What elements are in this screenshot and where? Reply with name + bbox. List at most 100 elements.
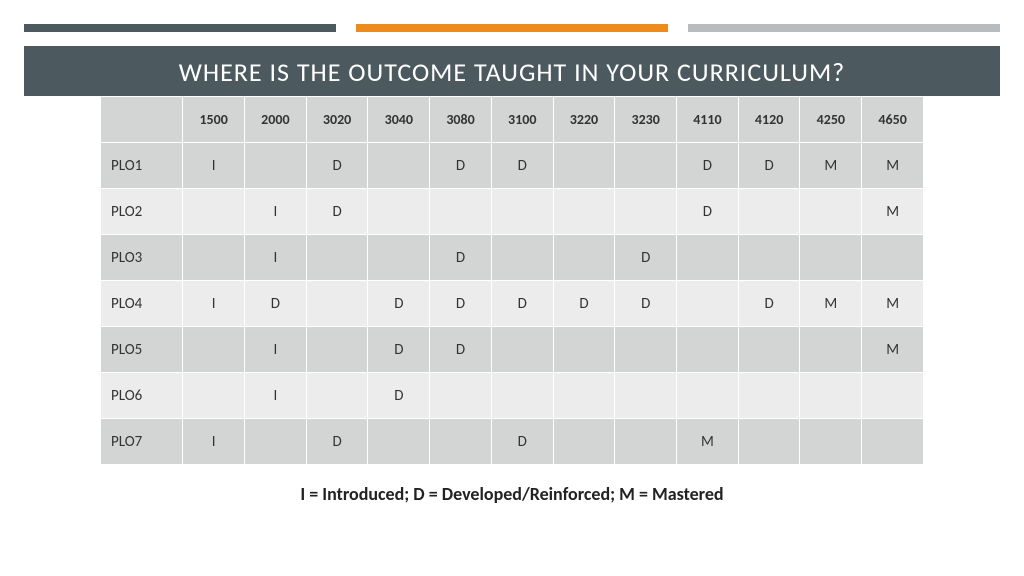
cell (491, 235, 553, 281)
cell (491, 373, 553, 419)
cell: M (862, 143, 924, 189)
cell (862, 235, 924, 281)
accent-bar-right (688, 24, 1000, 32)
cell (553, 419, 615, 465)
cell: I (183, 143, 245, 189)
cell (738, 235, 800, 281)
cell (245, 419, 307, 465)
cell: I (183, 419, 245, 465)
cell (862, 373, 924, 419)
column-header: 4120 (738, 97, 800, 143)
cell (677, 281, 739, 327)
cell: D (430, 327, 492, 373)
cell (430, 189, 492, 235)
table-row: PLO6ID (101, 373, 924, 419)
cell (553, 189, 615, 235)
cell (800, 189, 862, 235)
accent-bars (0, 0, 1024, 32)
cell: D (615, 235, 677, 281)
table-body: PLO1IDDDDDMMPLO2IDDMPLO3IDDPLO4IDDDDDDDM… (101, 143, 924, 465)
cell (306, 327, 368, 373)
row-label: PLO3 (101, 235, 183, 281)
cell (306, 281, 368, 327)
table-row: PLO5 I DD M (101, 327, 924, 373)
cell: M (677, 419, 739, 465)
cell (800, 327, 862, 373)
cell (800, 373, 862, 419)
column-header: 2000 (245, 97, 307, 143)
cell: I (245, 327, 307, 373)
cell: D (738, 281, 800, 327)
cell: D (738, 143, 800, 189)
cell: D (245, 281, 307, 327)
cell (368, 419, 430, 465)
cell (491, 327, 553, 373)
column-header: 4250 (800, 97, 862, 143)
cell: D (677, 143, 739, 189)
cell: I (183, 281, 245, 327)
cell: D (553, 281, 615, 327)
cell (553, 235, 615, 281)
cell: D (491, 143, 553, 189)
cell (615, 327, 677, 373)
column-header: 3020 (306, 97, 368, 143)
cell: D (306, 143, 368, 189)
cell: M (862, 327, 924, 373)
column-header: 1500 (183, 97, 245, 143)
cell: D (368, 327, 430, 373)
cell: D (368, 373, 430, 419)
table-row: PLO3 I D D (101, 235, 924, 281)
column-header: 4110 (677, 97, 739, 143)
accent-bar-left (24, 24, 336, 32)
cell (800, 235, 862, 281)
cell: D (430, 235, 492, 281)
curriculum-table-wrap: 1500200030203040308031003220323041104120… (100, 96, 924, 465)
cell: D (306, 189, 368, 235)
cell: M (862, 189, 924, 235)
cell (677, 235, 739, 281)
cell (862, 419, 924, 465)
cell: D (430, 143, 492, 189)
table-row: PLO4IDDDDDDDMM (101, 281, 924, 327)
table-row: PLO2IDDM (101, 189, 924, 235)
cell (615, 143, 677, 189)
cell (368, 235, 430, 281)
cell (368, 189, 430, 235)
cell (738, 419, 800, 465)
column-header: 3080 (430, 97, 492, 143)
cell (677, 327, 739, 373)
cell (553, 327, 615, 373)
row-label: PLO1 (101, 143, 183, 189)
row-label: PLO5 (101, 327, 183, 373)
legend-text: I = Introduced; D = Developed/Reinforced… (0, 483, 1024, 505)
accent-bar-middle (356, 24, 668, 32)
cell (183, 189, 245, 235)
cell (183, 235, 245, 281)
cell (738, 189, 800, 235)
cell: D (677, 189, 739, 235)
table-row: PLO7IDDM (101, 419, 924, 465)
row-label: PLO4 (101, 281, 183, 327)
row-label: PLO7 (101, 419, 183, 465)
column-header: 4650 (862, 97, 924, 143)
cell (430, 419, 492, 465)
cell: D (368, 281, 430, 327)
cell: D (491, 281, 553, 327)
cell (677, 373, 739, 419)
cell (183, 373, 245, 419)
cell: D (430, 281, 492, 327)
cell (615, 189, 677, 235)
cell (183, 327, 245, 373)
cell: M (800, 281, 862, 327)
cell: D (306, 419, 368, 465)
table-head: 1500200030203040308031003220323041104120… (101, 97, 924, 143)
cell (245, 143, 307, 189)
column-header: 3040 (368, 97, 430, 143)
cell: M (800, 143, 862, 189)
cell (430, 373, 492, 419)
row-label: PLO6 (101, 373, 183, 419)
cell: I (245, 189, 307, 235)
cell (306, 373, 368, 419)
header-blank (101, 97, 183, 143)
cell: I (245, 235, 307, 281)
